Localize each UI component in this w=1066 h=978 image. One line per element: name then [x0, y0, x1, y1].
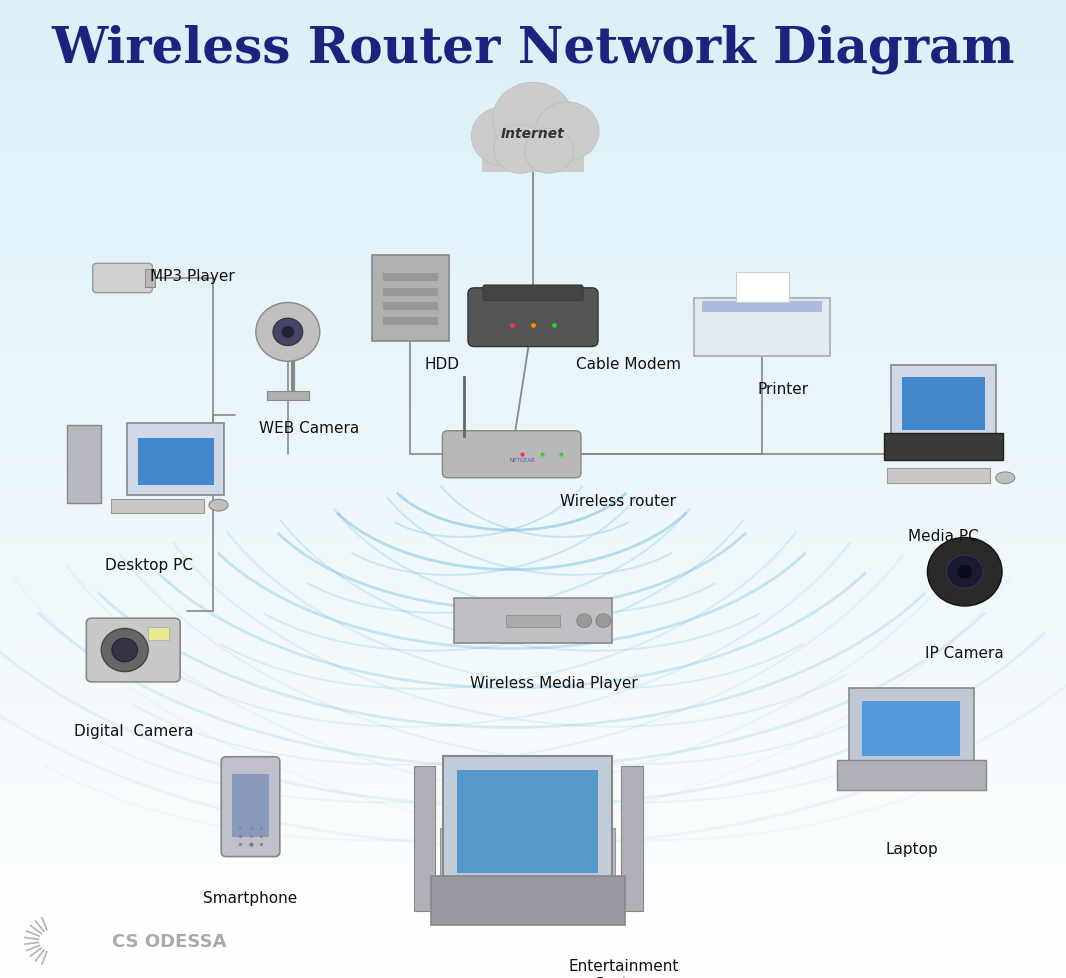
FancyBboxPatch shape: [440, 828, 457, 911]
FancyBboxPatch shape: [443, 756, 612, 886]
Circle shape: [101, 629, 148, 672]
Ellipse shape: [996, 472, 1015, 484]
FancyBboxPatch shape: [372, 255, 450, 341]
Text: NETGEAR: NETGEAR: [510, 457, 535, 463]
FancyBboxPatch shape: [222, 757, 279, 857]
FancyBboxPatch shape: [621, 766, 643, 911]
Circle shape: [957, 565, 972, 579]
Circle shape: [494, 125, 547, 174]
Text: Printer: Printer: [758, 381, 809, 396]
Text: Wireless Router Network Diagram: Wireless Router Network Diagram: [51, 24, 1015, 74]
Circle shape: [947, 556, 983, 589]
Circle shape: [577, 614, 592, 628]
FancyBboxPatch shape: [837, 760, 986, 790]
Bar: [145, 270, 155, 288]
Text: MP3 Player: MP3 Player: [149, 269, 235, 284]
Bar: [384, 289, 438, 296]
Text: Internet: Internet: [501, 127, 565, 141]
FancyBboxPatch shape: [111, 500, 204, 513]
FancyBboxPatch shape: [702, 301, 822, 313]
Circle shape: [112, 639, 138, 662]
Bar: [736, 273, 789, 302]
FancyBboxPatch shape: [891, 366, 996, 440]
Text: WEB Camera: WEB Camera: [259, 421, 359, 435]
Bar: [148, 627, 169, 641]
FancyBboxPatch shape: [694, 298, 830, 357]
FancyBboxPatch shape: [139, 438, 213, 485]
Circle shape: [281, 327, 294, 338]
Bar: [506, 615, 560, 627]
Circle shape: [596, 614, 611, 628]
Circle shape: [273, 319, 303, 346]
FancyBboxPatch shape: [414, 766, 435, 911]
Bar: [384, 318, 438, 326]
Text: Media PC: Media PC: [908, 528, 979, 543]
FancyBboxPatch shape: [468, 289, 598, 347]
FancyBboxPatch shape: [442, 431, 581, 478]
Bar: [384, 274, 438, 282]
Circle shape: [927, 538, 1002, 606]
FancyBboxPatch shape: [862, 701, 960, 756]
FancyBboxPatch shape: [67, 426, 101, 503]
FancyBboxPatch shape: [849, 689, 974, 767]
Circle shape: [471, 108, 535, 166]
Text: HDD: HDD: [425, 357, 459, 372]
Text: Wireless Media Player: Wireless Media Player: [470, 675, 639, 689]
Text: Desktop PC: Desktop PC: [106, 557, 193, 572]
FancyBboxPatch shape: [454, 599, 612, 644]
FancyBboxPatch shape: [884, 433, 1003, 461]
Text: CS ODESSA: CS ODESSA: [112, 932, 226, 950]
Text: Entertainment
System: Entertainment System: [568, 958, 679, 978]
Circle shape: [492, 83, 574, 157]
FancyBboxPatch shape: [86, 619, 180, 683]
Text: Smartphone: Smartphone: [204, 890, 297, 905]
FancyBboxPatch shape: [902, 378, 985, 430]
Circle shape: [535, 103, 599, 161]
FancyBboxPatch shape: [483, 286, 583, 301]
FancyBboxPatch shape: [232, 775, 269, 837]
Text: Wireless router: Wireless router: [561, 494, 676, 509]
Circle shape: [524, 129, 574, 174]
Text: Digital  Camera: Digital Camera: [74, 724, 193, 738]
Text: Cable Modem: Cable Modem: [577, 357, 681, 372]
Bar: [482, 146, 584, 173]
Bar: [384, 303, 438, 311]
Text: Laptop: Laptop: [885, 841, 938, 856]
FancyBboxPatch shape: [598, 828, 615, 911]
FancyBboxPatch shape: [457, 771, 598, 873]
Bar: [266, 391, 309, 401]
Circle shape: [256, 303, 320, 362]
FancyBboxPatch shape: [93, 264, 152, 293]
Text: IP Camera: IP Camera: [925, 645, 1004, 660]
FancyBboxPatch shape: [128, 423, 225, 496]
FancyBboxPatch shape: [887, 468, 990, 483]
Ellipse shape: [209, 500, 228, 511]
FancyBboxPatch shape: [431, 876, 625, 925]
